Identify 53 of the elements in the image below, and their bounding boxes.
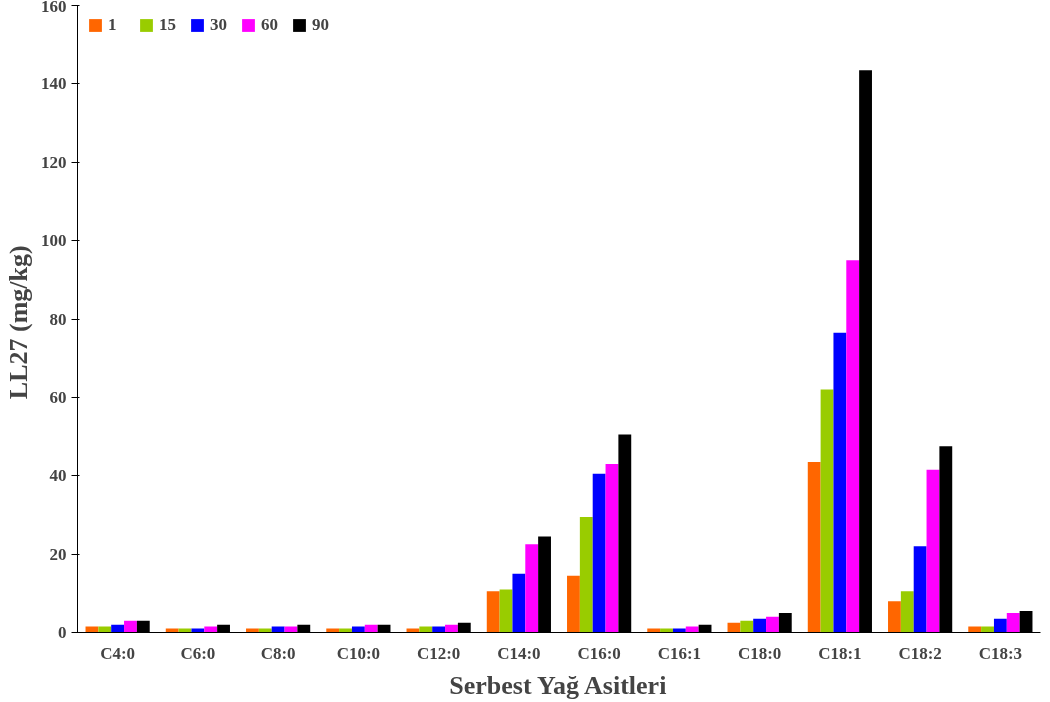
bar xyxy=(926,469,940,633)
y-tick-label: 140 xyxy=(41,74,67,94)
bar xyxy=(124,620,137,633)
x-axis-title: Serbest Yağ Asitleri xyxy=(449,670,667,700)
bar xyxy=(740,620,754,633)
bar xyxy=(445,624,458,633)
x-tick-label: C12:0 xyxy=(416,643,461,663)
bar xyxy=(833,332,847,633)
bar xyxy=(820,389,834,633)
y-tick-label: 100 xyxy=(41,231,67,251)
bar xyxy=(753,618,767,633)
legend-label: 30 xyxy=(210,15,228,35)
x-tick-label: C18:2 xyxy=(898,643,942,663)
legend-label: 15 xyxy=(159,15,177,35)
bar xyxy=(499,589,513,633)
bar xyxy=(525,544,539,633)
bar xyxy=(993,618,1007,633)
bar xyxy=(900,591,914,633)
bar xyxy=(807,462,821,633)
bar xyxy=(567,575,580,633)
bar xyxy=(913,546,927,633)
bar xyxy=(579,516,593,633)
legend-label: 90 xyxy=(312,15,330,35)
legend-label: 60 xyxy=(261,15,279,35)
y-axis-title: LL27 (mg/kg) xyxy=(4,245,33,400)
x-tick-label: C16:1 xyxy=(657,643,702,663)
y-tick-label: 160 xyxy=(41,0,67,16)
bar xyxy=(486,591,500,633)
y-tick-label: 80 xyxy=(49,309,67,329)
x-tick-label: C10:0 xyxy=(336,643,381,663)
bar xyxy=(846,260,860,633)
bar xyxy=(605,463,619,633)
y-tick-label: 120 xyxy=(41,152,67,172)
bar xyxy=(111,624,125,633)
x-tick-label: C14:0 xyxy=(497,643,541,663)
y-tick-label: 40 xyxy=(49,466,67,486)
bar xyxy=(592,473,606,633)
bar xyxy=(364,624,378,633)
y-tick-label: 20 xyxy=(49,544,67,564)
bar xyxy=(1006,612,1020,633)
x-tick-label: C4:0 xyxy=(100,643,136,663)
x-tick-label: C6:0 xyxy=(180,643,216,663)
y-tick-label: 60 xyxy=(49,387,67,407)
x-tick-label: C8:0 xyxy=(260,643,296,663)
x-tick-label: C18:0 xyxy=(737,643,782,663)
x-tick-label: C16:0 xyxy=(577,643,621,663)
x-tick-label: C18:1 xyxy=(818,643,862,663)
bar xyxy=(888,601,901,633)
bar xyxy=(766,616,779,633)
legend-label: 1 xyxy=(108,15,118,35)
x-tick-label: C18:3 xyxy=(978,643,1023,663)
bar xyxy=(512,573,526,633)
y-tick-label: 0 xyxy=(58,623,67,642)
